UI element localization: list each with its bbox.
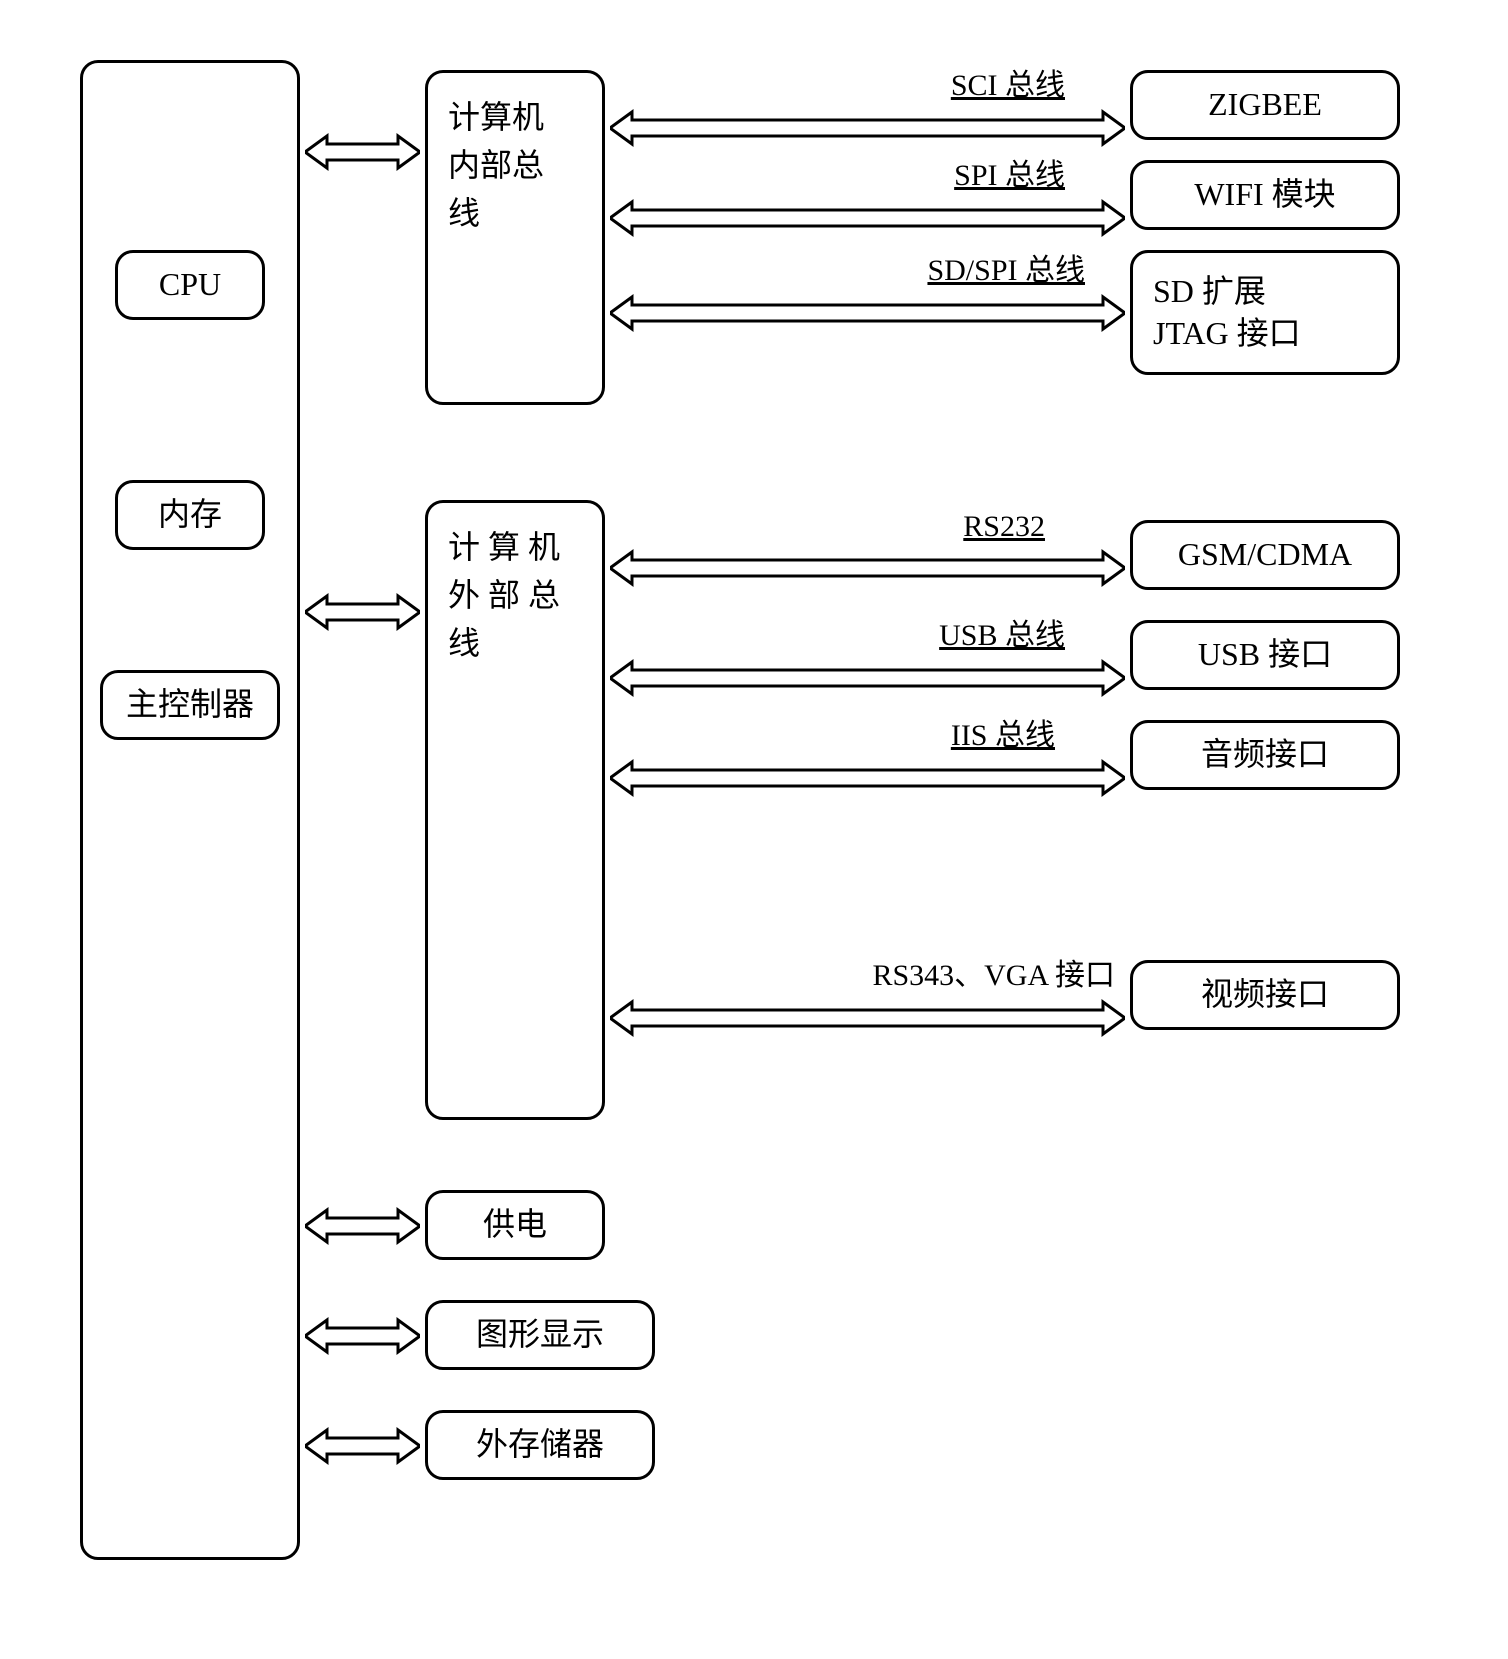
usb-label: USB 接口 — [1198, 634, 1332, 676]
internal-bus-l1: 计算机 — [448, 93, 544, 141]
internal-bus-l2: 内部总 — [448, 141, 544, 189]
arrow-rs232: RS232 — [610, 510, 1125, 590]
arrow-video: RS343、VGA 接口 — [610, 950, 1125, 1040]
gsm-box: GSM/CDMA — [1130, 520, 1400, 590]
zigbee-label: ZIGBEE — [1208, 84, 1322, 126]
arrow-main-storage — [305, 1424, 420, 1468]
storage-label: 外存储器 — [476, 1424, 604, 1466]
video-label: 视频接口 — [1201, 974, 1329, 1016]
wifi-box: WIFI 模块 — [1130, 160, 1400, 230]
video-box: 视频接口 — [1130, 960, 1400, 1030]
arrow-main-power — [305, 1204, 420, 1248]
internal-bus-l3: 线 — [448, 189, 480, 237]
arrow-usb: USB 总线 — [610, 610, 1125, 700]
external-bus-box: 计 算 机 外 部 总 线 — [425, 500, 605, 1120]
arrow-main-display — [305, 1314, 420, 1358]
arrow-sci: SCI 总线 — [610, 60, 1125, 150]
audio-label: 音频接口 — [1201, 734, 1329, 776]
external-bus-l1: 计 算 机 — [448, 523, 560, 571]
display-label: 图形显示 — [476, 1314, 604, 1356]
arrow-sdspi: SD/SPI 总线 — [610, 245, 1125, 335]
storage-box: 外存储器 — [425, 1410, 655, 1480]
arrow-iis: IIS 总线 — [610, 710, 1125, 800]
cpu-box: CPU — [115, 250, 265, 320]
sd-l2: JTAG 接口 — [1153, 313, 1301, 355]
spi-label: SPI 总线 — [954, 150, 1065, 194]
power-box: 供电 — [425, 1190, 605, 1260]
wifi-label: WIFI 模块 — [1194, 174, 1335, 216]
sd-l1: SD 扩展 — [1153, 271, 1266, 313]
display-box: 图形显示 — [425, 1300, 655, 1370]
gsm-label: GSM/CDMA — [1178, 534, 1352, 576]
rs232-label: RS232 — [963, 510, 1045, 544]
usb-box: USB 接口 — [1130, 620, 1400, 690]
external-bus-l2: 外 部 总 — [448, 571, 560, 619]
audio-box: 音频接口 — [1130, 720, 1400, 790]
video-bus-label: RS343、VGA 接口 — [872, 950, 1115, 994]
iis-label: IIS 总线 — [951, 710, 1055, 754]
cpu-label: CPU — [159, 264, 221, 306]
controller-label: 主控制器 — [126, 684, 254, 726]
memory-label: 内存 — [158, 494, 222, 536]
arrow-main-ext — [305, 590, 420, 634]
zigbee-box: ZIGBEE — [1130, 70, 1400, 140]
internal-bus-box: 计算机 内部总 线 — [425, 70, 605, 405]
usb-bus-label: USB 总线 — [939, 610, 1065, 654]
arrow-main-int — [305, 130, 420, 174]
arrow-spi: SPI 总线 — [610, 150, 1125, 240]
memory-box: 内存 — [115, 480, 265, 550]
sdspi-label: SD/SPI 总线 — [927, 245, 1085, 289]
external-bus-l3: 线 — [448, 619, 480, 667]
sci-label: SCI 总线 — [951, 60, 1065, 104]
sd-jtag-box: SD 扩展 JTAG 接口 — [1130, 250, 1400, 375]
controller-box: 主控制器 — [100, 670, 280, 740]
power-label: 供电 — [483, 1204, 547, 1246]
